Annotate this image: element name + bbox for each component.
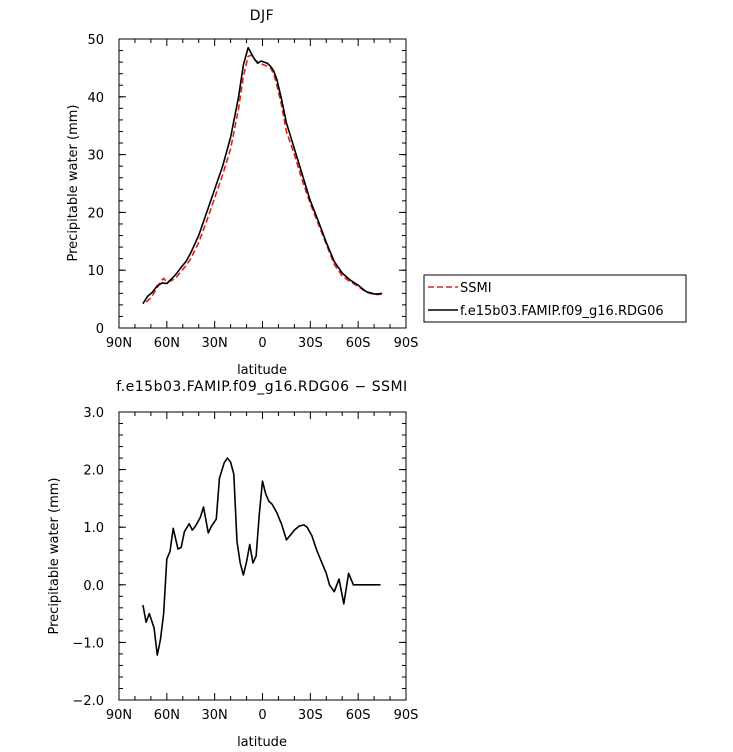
bottom-y-tick-label: −1.0 bbox=[72, 636, 104, 651]
bottom-y-axis-title: Precipitable water (mm) bbox=[47, 478, 62, 635]
bottom-panel: f.e15b03.FAMIP.f09_g16.RDG06 − SSMI 90N 6… bbox=[47, 379, 418, 750]
top-y-tick-label: 20 bbox=[87, 206, 104, 221]
bottom-y-tick-label: −2.0 bbox=[72, 694, 104, 709]
bottom-y-tick-label: 1.0 bbox=[83, 521, 104, 536]
top-y-tick-label: 50 bbox=[87, 33, 104, 48]
bottom-x-tick-label: 90S bbox=[394, 708, 419, 723]
bottom-x-tick-label: 30S bbox=[298, 708, 323, 723]
top-x-tick-label: 0 bbox=[258, 336, 266, 351]
top-y-tick-label: 10 bbox=[87, 264, 104, 279]
legend: SSMI f.e15b03.FAMIP.f09_g16.RDG06 bbox=[423, 274, 687, 323]
top-x-tick-label: 30S bbox=[298, 336, 323, 351]
bottom-x-tick-label: 60N bbox=[154, 708, 180, 723]
top-y-tick-label: 0 bbox=[96, 322, 104, 337]
top-chart-title: DJF bbox=[250, 8, 274, 24]
top-ticks: 90N 60N 30N 0 30S 60S 90S 0 10 20 30 40 50 bbox=[87, 33, 418, 351]
bottom-x-axis-title: latitude bbox=[237, 735, 287, 750]
bottom-plot-frame bbox=[118, 411, 407, 701]
legend-label-model: f.e15b03.FAMIP.f09_g16.RDG06 bbox=[460, 304, 664, 319]
bottom-x-tick-label: 90N bbox=[106, 708, 132, 723]
bottom-x-tick-label: 60S bbox=[346, 708, 371, 723]
top-y-tick-label: 30 bbox=[87, 149, 104, 164]
top-series-line-0 bbox=[145, 54, 383, 303]
legend-box bbox=[423, 274, 687, 323]
bottom-chart-title: f.e15b03.FAMIP.f09_g16.RDG06 − SSMI bbox=[116, 379, 407, 395]
top-plot-frame bbox=[118, 38, 407, 329]
top-panel: DJF 90N 60N 30N 0 30S 60S 90S 0 10 20 30 40 50 latit… bbox=[66, 8, 418, 378]
legend-label-ssmi: SSMI bbox=[460, 281, 492, 296]
bottom-x-tick-label: 0 bbox=[258, 708, 266, 723]
bottom-x-tick-label: 30N bbox=[202, 708, 228, 723]
bottom-y-tick-label: 3.0 bbox=[83, 406, 104, 421]
top-x-tick-label: 60S bbox=[346, 336, 371, 351]
bottom-y-tick-label: 0.0 bbox=[83, 579, 104, 594]
bottom-series-line-0 bbox=[142, 457, 381, 656]
top-x-tick-label: 90N bbox=[106, 336, 132, 351]
top-x-axis-title: latitude bbox=[237, 363, 287, 378]
bottom-ticks: 90N 60N 30N 0 30S 60S 90S −2.0 −1.0 0.0 1.0 2.0 3.0 bbox=[72, 406, 418, 723]
top-y-axis-title: Precipitable water (mm) bbox=[66, 105, 81, 262]
top-x-tick-label: 30N bbox=[202, 336, 228, 351]
top-x-tick-label: 90S bbox=[394, 336, 419, 351]
top-series bbox=[142, 46, 383, 305]
top-x-tick-label: 60N bbox=[154, 336, 180, 351]
bottom-series bbox=[142, 457, 381, 656]
top-y-tick-label: 40 bbox=[87, 91, 104, 106]
bottom-y-tick-label: 2.0 bbox=[83, 464, 104, 479]
top-series-line-1 bbox=[142, 46, 383, 305]
